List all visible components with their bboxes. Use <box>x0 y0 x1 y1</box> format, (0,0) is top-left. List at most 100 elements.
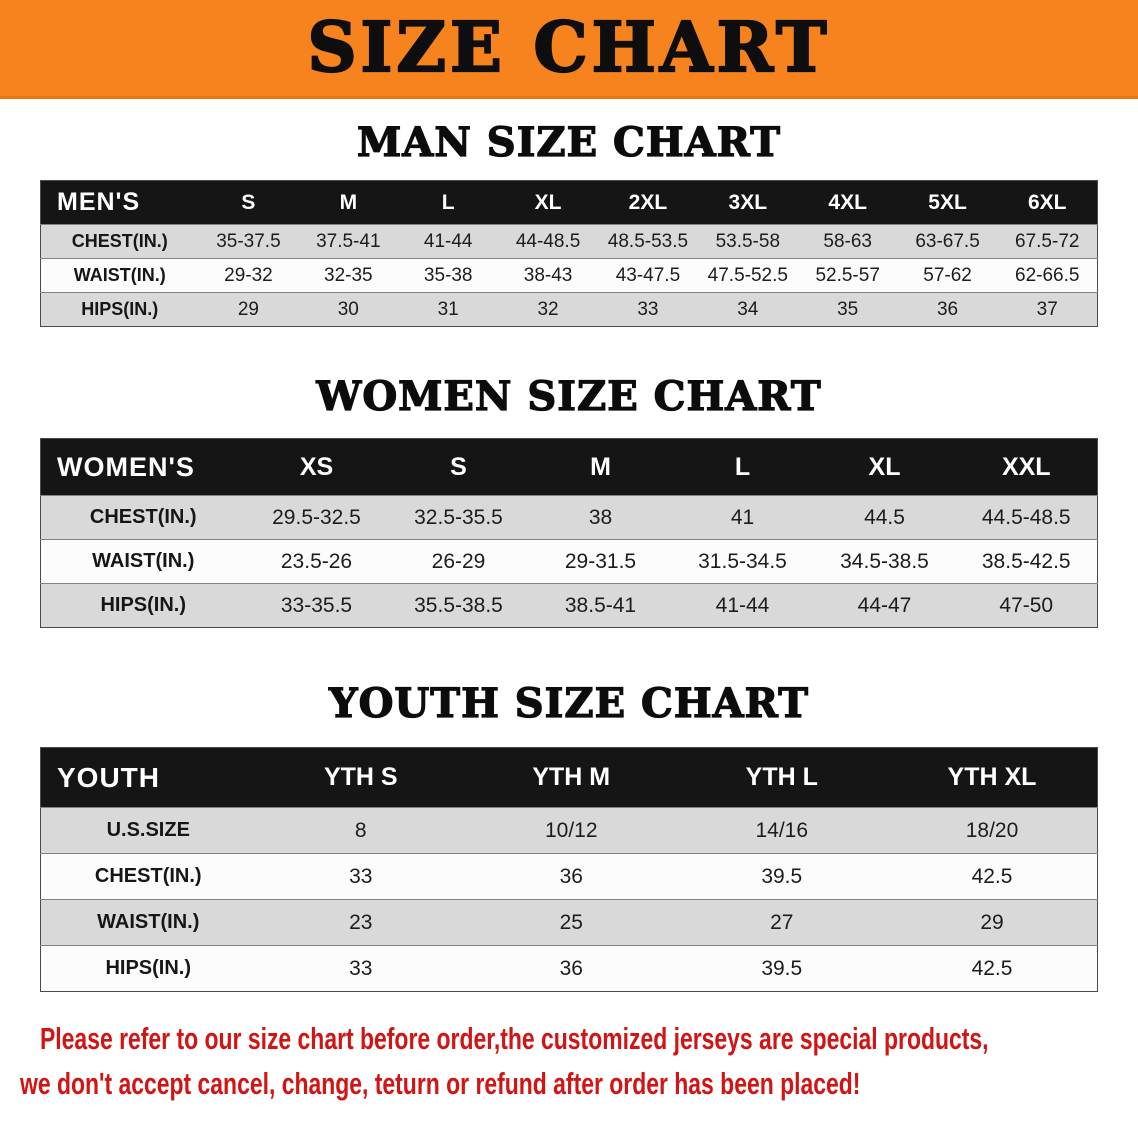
size-value-cell: 23.5-26 <box>246 540 388 584</box>
size-value-cell: 44.5-48.5 <box>956 496 1098 540</box>
men-size-table: MEN'SSMLXL2XL3XL4XL5XL6XLCHEST(IN.)35-37… <box>40 180 1098 327</box>
measurement-row-label: HIPS(IN.) <box>41 584 246 628</box>
size-value-cell: 62-66.5 <box>998 259 1098 293</box>
size-value-cell: 23 <box>256 900 467 946</box>
disclaimer-note: Please refer to our size chart before or… <box>0 1016 1138 1106</box>
table-row: U.S.SIZE810/1214/1618/20 <box>41 808 1098 854</box>
size-column-header: 2XL <box>598 181 698 225</box>
size-value-cell: 37.5-41 <box>298 225 398 259</box>
size-value-cell: 34 <box>698 293 798 327</box>
size-value-cell: 30 <box>298 293 398 327</box>
youth-size-section: YOUTH SIZE CHART YOUTHYTH SYTH MYTH LYTH… <box>0 628 1138 992</box>
size-column-header: S <box>199 181 299 225</box>
table-title-cell: YOUTH <box>41 748 256 808</box>
disclaimer-line-2: we don't accept cancel, change, teturn o… <box>20 1061 847 1106</box>
size-value-cell: 35.5-38.5 <box>388 584 530 628</box>
size-column-header: YTH L <box>677 748 888 808</box>
size-value-cell: 29-32 <box>199 259 299 293</box>
women-size-section: WOMEN SIZE CHART WOMEN'SXSSMLXLXXLCHEST(… <box>0 327 1138 628</box>
size-value-cell: 63-67.5 <box>898 225 998 259</box>
size-value-cell: 44-47 <box>814 584 956 628</box>
size-column-header: XL <box>814 439 956 496</box>
table-row: HIPS(IN.)333639.542.5 <box>41 946 1098 992</box>
size-value-cell: 36 <box>466 946 677 992</box>
size-column-header: 3XL <box>698 181 798 225</box>
size-value-cell: 35-38 <box>398 259 498 293</box>
women-size-table: WOMEN'SXSSMLXLXXLCHEST(IN.)29.5-32.532.5… <box>40 438 1098 628</box>
size-column-header: YTH XL <box>887 748 1098 808</box>
table-row: WAIST(IN.)23.5-2626-2929-31.531.5-34.534… <box>41 540 1098 584</box>
size-value-cell: 27 <box>677 900 888 946</box>
size-value-cell: 38 <box>530 496 672 540</box>
measurement-row-label: CHEST(IN.) <box>41 496 246 540</box>
size-value-cell: 34.5-38.5 <box>814 540 956 584</box>
size-column-header: L <box>672 439 814 496</box>
table-title-cell: WOMEN'S <box>41 439 246 496</box>
size-column-header: 4XL <box>798 181 898 225</box>
size-value-cell: 32.5-35.5 <box>388 496 530 540</box>
size-value-cell: 36 <box>898 293 998 327</box>
size-value-cell: 33 <box>256 946 467 992</box>
size-value-cell: 42.5 <box>887 854 1098 900</box>
size-value-cell: 10/12 <box>466 808 677 854</box>
size-column-header: XXL <box>956 439 1098 496</box>
size-value-cell: 39.5 <box>677 854 888 900</box>
size-value-cell: 41-44 <box>672 584 814 628</box>
size-value-cell: 26-29 <box>388 540 530 584</box>
size-column-header: 5XL <box>898 181 998 225</box>
table-row: CHEST(IN.)35-37.537.5-4141-4444-48.548.5… <box>41 225 1098 259</box>
table-title-cell: MEN'S <box>41 181 199 225</box>
size-value-cell: 29 <box>887 900 1098 946</box>
measurement-row-label: CHEST(IN.) <box>41 225 199 259</box>
size-value-cell: 67.5-72 <box>998 225 1098 259</box>
size-value-cell: 18/20 <box>887 808 1098 854</box>
banner: SIZE CHART <box>0 0 1138 99</box>
size-value-cell: 31.5-34.5 <box>672 540 814 584</box>
size-value-cell: 33 <box>256 854 467 900</box>
size-column-header: 6XL <box>998 181 1098 225</box>
size-value-cell: 38.5-41 <box>530 584 672 628</box>
size-value-cell: 29.5-32.5 <box>246 496 388 540</box>
size-column-header: XS <box>246 439 388 496</box>
measurement-row-label: WAIST(IN.) <box>41 540 246 584</box>
table-header-row: YOUTHYTH SYTH MYTH LYTH XL <box>41 748 1098 808</box>
measurement-row-label: U.S.SIZE <box>41 808 256 854</box>
size-value-cell: 33 <box>598 293 698 327</box>
table-row: HIPS(IN.)293031323334353637 <box>41 293 1098 327</box>
size-value-cell: 25 <box>466 900 677 946</box>
size-value-cell: 52.5-57 <box>798 259 898 293</box>
size-value-cell: 47.5-52.5 <box>698 259 798 293</box>
size-value-cell: 35-37.5 <box>199 225 299 259</box>
table-header-row: MEN'SSMLXL2XL3XL4XL5XL6XL <box>41 181 1098 225</box>
youth-size-table: YOUTHYTH SYTH MYTH LYTH XLU.S.SIZE810/12… <box>40 747 1098 992</box>
men-size-section: MAN SIZE CHART MEN'SSMLXL2XL3XL4XL5XL6XL… <box>0 99 1138 327</box>
size-column-header: M <box>298 181 398 225</box>
size-column-header: S <box>388 439 530 496</box>
size-value-cell: 39.5 <box>677 946 888 992</box>
size-value-cell: 38.5-42.5 <box>956 540 1098 584</box>
table-row: CHEST(IN.)29.5-32.532.5-35.5384144.544.5… <box>41 496 1098 540</box>
size-value-cell: 32 <box>498 293 598 327</box>
size-value-cell: 14/16 <box>677 808 888 854</box>
women-section-heading: WOMEN SIZE CHART <box>0 327 1138 438</box>
size-value-cell: 33-35.5 <box>246 584 388 628</box>
size-value-cell: 58-63 <box>798 225 898 259</box>
page-title: SIZE CHART <box>307 14 830 82</box>
youth-section-heading: YOUTH SIZE CHART <box>0 628 1138 747</box>
size-value-cell: 47-50 <box>956 584 1098 628</box>
table-row: WAIST(IN.)29-3232-3535-3838-4343-47.547.… <box>41 259 1098 293</box>
size-value-cell: 32-35 <box>298 259 398 293</box>
size-value-cell: 44-48.5 <box>498 225 598 259</box>
measurement-row-label: HIPS(IN.) <box>41 293 199 327</box>
size-value-cell: 36 <box>466 854 677 900</box>
measurement-row-label: CHEST(IN.) <box>41 854 256 900</box>
table-row: CHEST(IN.)333639.542.5 <box>41 854 1098 900</box>
table-row: HIPS(IN.)33-35.535.5-38.538.5-4141-4444-… <box>41 584 1098 628</box>
size-column-header: L <box>398 181 498 225</box>
size-value-cell: 35 <box>798 293 898 327</box>
size-value-cell: 43-47.5 <box>598 259 698 293</box>
size-value-cell: 38-43 <box>498 259 598 293</box>
table-header-row: WOMEN'SXSSMLXLXXL <box>41 439 1098 496</box>
men-section-heading: MAN SIZE CHART <box>0 99 1138 180</box>
size-column-header: XL <box>498 181 598 225</box>
